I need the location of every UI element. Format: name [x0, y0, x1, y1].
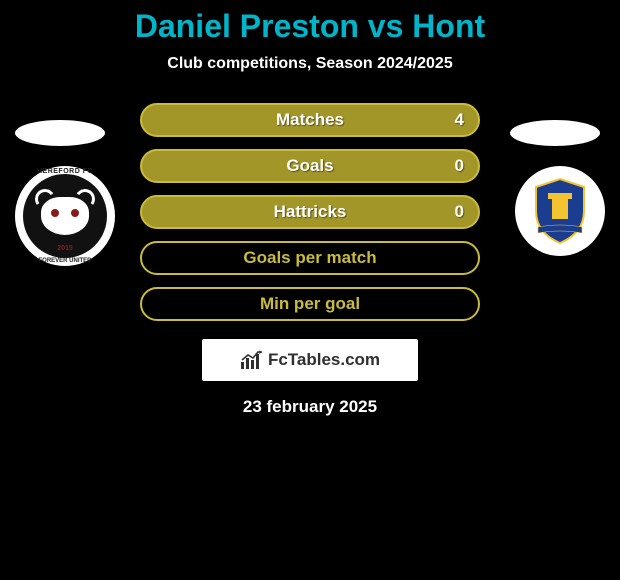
crest-bottom-text: FOREVER UNITED	[15, 258, 115, 264]
stat-label: Goals per match	[243, 248, 376, 268]
stat-value: 0	[455, 202, 464, 222]
stat-bar: Matches 4	[140, 103, 480, 137]
right-team-crest	[515, 166, 605, 256]
stat-bar: Goals per match	[140, 241, 480, 275]
left-team-block: HEREFORD FC 2015 FOREVER UNITED	[15, 120, 115, 266]
stat-bar: Hattricks 0	[140, 195, 480, 229]
chart-icon	[240, 350, 264, 370]
stat-bar: Goals 0	[140, 149, 480, 183]
stat-label: Goals	[286, 156, 333, 176]
shield-icon	[530, 177, 590, 245]
stats-column: Matches 4 Goals 0 Hattricks 0 Goals per match M…	[140, 103, 480, 321]
date-text: 23 february 2025	[0, 397, 620, 417]
left-team-crest: HEREFORD FC 2015 FOREVER UNITED	[15, 166, 115, 266]
left-ellipse-decoration	[15, 120, 105, 146]
stat-value: 4	[455, 110, 464, 130]
right-ellipse-decoration	[510, 120, 600, 146]
page-title: Daniel Preston vs Hont	[0, 8, 620, 45]
brand-label: FcTables.com	[268, 350, 380, 370]
crest-year: 2015	[23, 245, 107, 252]
right-team-block	[510, 120, 605, 256]
stat-label: Matches	[276, 110, 344, 130]
stat-value: 0	[455, 156, 464, 176]
brand-badge: FcTables.com	[202, 339, 418, 381]
stat-bar: Min per goal	[140, 287, 480, 321]
subtitle: Club competitions, Season 2024/2025	[0, 55, 620, 73]
bull-icon	[41, 197, 89, 235]
stat-label: Hattricks	[274, 202, 347, 222]
stat-label: Min per goal	[260, 294, 360, 314]
